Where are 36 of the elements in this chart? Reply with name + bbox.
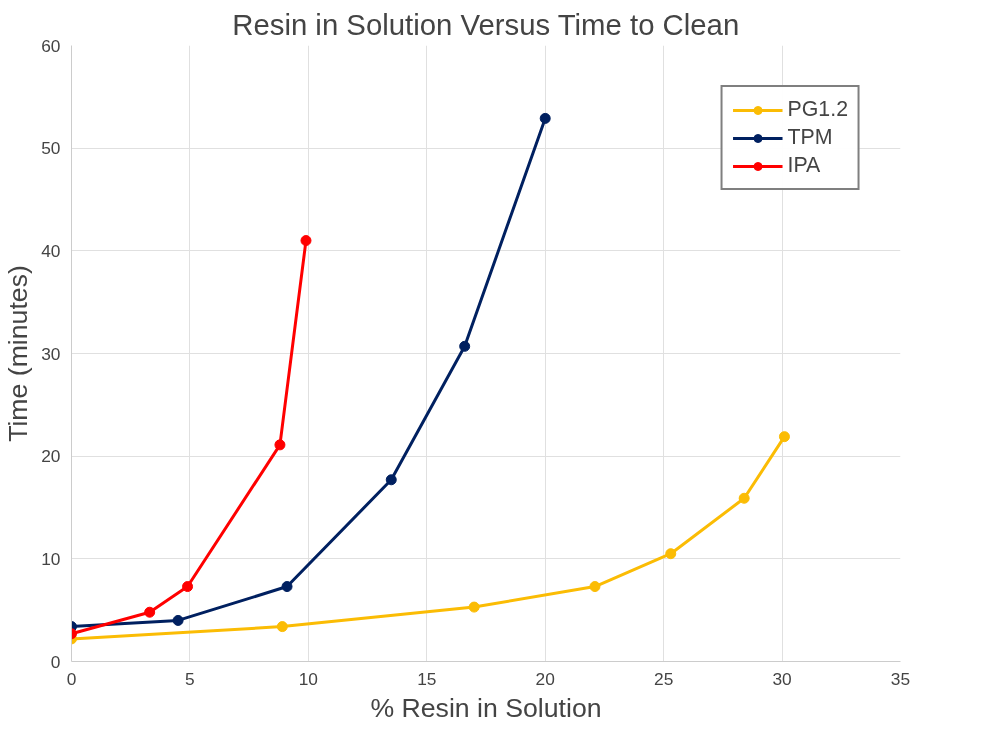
point bbox=[459, 340, 471, 352]
y-tick-label: 0 bbox=[50, 651, 61, 672]
y-tick-label: 30 bbox=[41, 343, 61, 364]
x-tick-label: 15 bbox=[417, 668, 437, 689]
x-tick-label: 5 bbox=[185, 668, 195, 689]
point bbox=[385, 474, 397, 486]
point bbox=[172, 614, 184, 626]
point bbox=[468, 601, 480, 613]
y-axis-title: Time (minutes) bbox=[3, 265, 34, 442]
legend-label: PG1.2 bbox=[787, 97, 848, 122]
x-tick-label: 20 bbox=[535, 668, 555, 689]
point bbox=[144, 606, 156, 618]
x-tick-label: 35 bbox=[890, 668, 911, 689]
point bbox=[778, 431, 790, 443]
x-tick-label: 30 bbox=[772, 668, 792, 689]
y-tick-label: 20 bbox=[41, 446, 61, 467]
y-tick-label: 50 bbox=[41, 138, 61, 159]
point bbox=[665, 548, 677, 560]
point bbox=[281, 581, 293, 593]
x-tick-label: 10 bbox=[298, 668, 318, 689]
point bbox=[300, 235, 312, 247]
point bbox=[738, 492, 750, 504]
point bbox=[276, 621, 288, 633]
y-tick-label: 10 bbox=[41, 548, 61, 569]
x-tick-label: 25 bbox=[654, 668, 674, 689]
point bbox=[539, 112, 551, 124]
x-axis-title: % Resin in Solution bbox=[370, 692, 602, 723]
point bbox=[589, 581, 601, 593]
legend-label: TPM bbox=[787, 125, 833, 150]
point bbox=[274, 439, 286, 451]
y-tick-label: 60 bbox=[41, 35, 61, 56]
legend-label: IPA bbox=[787, 153, 821, 178]
chart-title: Resin in Solution Versus Time to Clean bbox=[232, 7, 740, 41]
point bbox=[182, 581, 194, 593]
y-tick-label: 40 bbox=[41, 240, 61, 261]
x-tick-label: 0 bbox=[66, 668, 77, 689]
